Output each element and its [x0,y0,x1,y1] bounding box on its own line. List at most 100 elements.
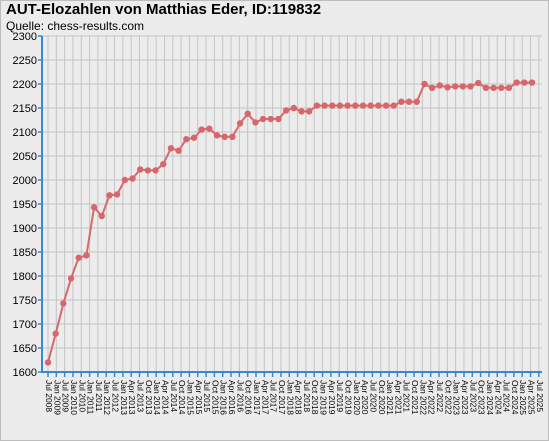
x-tick-label: Oct 2021 [410,380,420,415]
y-tick-label: 2000 [13,175,37,187]
data-point [206,125,213,132]
x-tick-label: Apr 2018 [294,380,304,415]
data-point [398,98,405,105]
data-point [252,119,259,126]
data-point [267,115,274,123]
data-point [121,176,129,184]
data-point [60,300,67,307]
y-tick-label: 2150 [13,103,37,115]
data-point [428,84,436,92]
x-tick-label: Jan 2021 [385,380,395,415]
data-point [290,104,298,112]
data-point [113,191,121,198]
data-point [244,110,251,117]
x-tick-label: Jul 2020 [368,380,378,412]
data-point [183,136,190,143]
data-point [436,82,444,89]
x-tick-label: Jan 2023 [452,380,462,415]
data-point [229,133,236,140]
x-tick-label: Jul 2013 [136,380,146,412]
data-point [75,254,82,261]
x-tick-label: Jul 2024 [502,380,512,412]
x-tick-label: Jul 2009 [61,380,71,412]
y-tick-label: 1950 [13,199,37,211]
series-line [47,81,532,363]
x-tick-label: Oct 2024 [510,380,520,415]
x-tick-label: Jul 2019 [335,380,345,412]
y-tick-label: 2200 [13,79,37,91]
x-tick-label: Apr 2014 [160,380,170,415]
x-tick-label: Apr 2013 [127,380,137,415]
data-point [83,252,90,259]
data-point [490,84,497,92]
x-tick-label: Apr 2021 [393,380,403,415]
chart-subtitle: Quelle: chess-results.com [6,19,145,33]
data-point [152,167,159,174]
x-tick-label: Jul 2025 [535,380,545,412]
data-point [221,133,228,140]
y-tick-label: 1600 [13,367,37,379]
x-tick-label: Oct 2017 [277,380,287,415]
x-tick-label: Apr 2020 [360,380,370,415]
x-tick-label: Apr 2017 [260,380,270,415]
x-tick-label: Jul 2010 [77,380,87,412]
x-tick-label: Jul 2011 [94,380,104,412]
data-point [344,102,351,109]
data-point [236,120,244,127]
data-point [390,102,397,109]
x-tick-label: Apr 2024 [493,380,503,415]
x-tick-label: Oct 2013 [144,380,154,415]
data-point [313,102,321,109]
data-point [413,98,420,105]
x-tick-label: Jul 2012 [111,380,121,412]
y-tick-label: 2250 [13,55,37,67]
data-point [421,80,428,88]
y-tick-label: 1900 [13,223,37,235]
x-tick-label: Jul 2016 [235,380,245,412]
data-point [475,79,482,87]
x-tick-label: Jul 2014 [169,380,179,412]
data-point [306,108,313,115]
y-tick-label: 1650 [13,343,37,355]
x-tick-label: Apr 2025 [527,380,537,415]
x-tick-label: Jan 2010 [69,380,79,415]
data-point [52,330,59,337]
data-point [498,84,505,92]
data-point [444,84,451,91]
y-tick-label: 2050 [13,151,37,163]
data-point [513,79,520,86]
data-point [167,145,175,152]
data-point [298,108,305,115]
x-tick-label: Jan 2012 [102,380,112,415]
x-tick-label: Jan 2022 [418,380,428,415]
data-point [329,102,336,109]
x-tick-label: Jan 2020 [352,380,362,415]
y-tick-label: 1700 [13,319,37,331]
data-point [144,167,152,174]
x-tick-label: Jan 2011 [86,380,96,415]
x-tick-label: Apr 2016 [227,380,237,415]
x-tick-label: Apr 2015 [194,380,204,415]
x-tick-label: Jan 2017 [252,380,262,415]
x-tick-label: Oct 2015 [210,380,220,415]
data-point [375,102,382,109]
x-tick-label: Oct 2014 [177,380,187,415]
data-point [275,115,282,123]
x-tick-label: Jul 2015 [202,380,212,412]
x-tick-label: Oct 2018 [310,380,320,415]
y-tick-label: 2300 [13,31,37,43]
chart-title: AUT-Elozahlen von Matthias Eder, ID:1198… [6,1,322,18]
data-point [67,275,75,282]
x-tick-label: Jul 2017 [269,380,279,412]
data-point [190,134,198,141]
x-tick-label: Jul 2018 [302,380,312,412]
x-tick-label: Jan 2025 [518,380,528,415]
x-tick-label: Jan 2013 [119,380,129,415]
data-point [90,204,98,211]
x-tick-label: Jul 2023 [468,380,478,412]
data-point [321,102,328,109]
data-point [213,132,221,139]
data-point [336,102,344,109]
x-tick-label: Oct 2016 [244,380,254,415]
data-point [505,84,513,92]
